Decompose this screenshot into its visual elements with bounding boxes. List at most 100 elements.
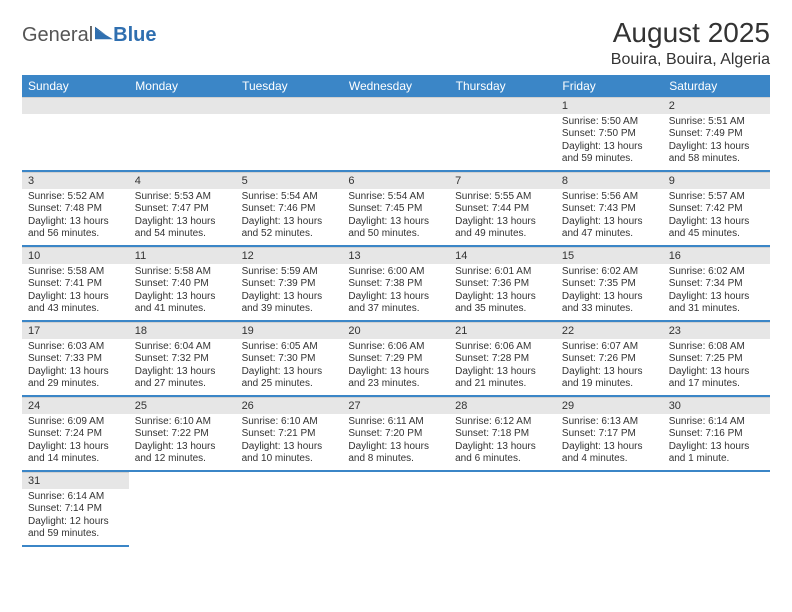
sunset-line: Sunset: 7:50 PM xyxy=(562,128,657,141)
day-details: Sunrise: 6:12 AMSunset: 7:18 PMDaylight:… xyxy=(449,414,556,470)
day-details: Sunrise: 6:01 AMSunset: 7:36 PMDaylight:… xyxy=(449,264,556,320)
day-cell: 7Sunrise: 5:55 AMSunset: 7:44 PMDaylight… xyxy=(449,171,556,246)
daylight-line: Daylight: 13 hours and 25 minutes. xyxy=(242,366,337,391)
sunrise-line: Sunrise: 6:03 AM xyxy=(28,341,123,354)
sunset-line: Sunset: 7:45 PM xyxy=(348,203,443,216)
day-number: 6 xyxy=(342,172,449,189)
day-number: 16 xyxy=(663,247,770,264)
sunset-line: Sunset: 7:30 PM xyxy=(242,353,337,366)
sunset-line: Sunset: 7:14 PM xyxy=(28,503,123,516)
daylight-line: Daylight: 13 hours and 27 minutes. xyxy=(135,366,230,391)
empty-cell xyxy=(129,471,236,546)
sunrise-line: Sunrise: 6:06 AM xyxy=(455,341,550,354)
day-details: Sunrise: 6:13 AMSunset: 7:17 PMDaylight:… xyxy=(556,414,663,470)
sunrise-line: Sunrise: 6:09 AM xyxy=(28,416,123,429)
sunset-line: Sunset: 7:17 PM xyxy=(562,428,657,441)
day-cell: 20Sunrise: 6:06 AMSunset: 7:29 PMDayligh… xyxy=(342,321,449,396)
sunset-line: Sunset: 7:28 PM xyxy=(455,353,550,366)
day-cell: 1Sunrise: 5:50 AMSunset: 7:50 PMDaylight… xyxy=(556,97,663,171)
day-details: Sunrise: 5:58 AMSunset: 7:41 PMDaylight:… xyxy=(22,264,129,320)
empty-cell xyxy=(236,471,343,546)
empty-cell xyxy=(342,97,449,171)
day-details: Sunrise: 5:50 AMSunset: 7:50 PMDaylight:… xyxy=(556,114,663,170)
sunrise-line: Sunrise: 6:00 AM xyxy=(348,266,443,279)
day-number: 21 xyxy=(449,322,556,339)
sunset-line: Sunset: 7:29 PM xyxy=(348,353,443,366)
sunset-line: Sunset: 7:20 PM xyxy=(348,428,443,441)
logo-text-1: General xyxy=(22,24,93,47)
sunrise-line: Sunrise: 6:05 AM xyxy=(242,341,337,354)
day-cell: 9Sunrise: 5:57 AMSunset: 7:42 PMDaylight… xyxy=(663,171,770,246)
day-details: Sunrise: 6:00 AMSunset: 7:38 PMDaylight:… xyxy=(342,264,449,320)
daylight-line: Daylight: 13 hours and 17 minutes. xyxy=(669,366,764,391)
sunset-line: Sunset: 7:44 PM xyxy=(455,203,550,216)
daylight-line: Daylight: 13 hours and 59 minutes. xyxy=(562,141,657,166)
day-cell: 17Sunrise: 6:03 AMSunset: 7:33 PMDayligh… xyxy=(22,321,129,396)
day-details: Sunrise: 6:02 AMSunset: 7:34 PMDaylight:… xyxy=(663,264,770,320)
sunrise-line: Sunrise: 5:58 AM xyxy=(135,266,230,279)
day-details: Sunrise: 6:11 AMSunset: 7:20 PMDaylight:… xyxy=(342,414,449,470)
day-number: 8 xyxy=(556,172,663,189)
day-number: 17 xyxy=(22,322,129,339)
day-number: 23 xyxy=(663,322,770,339)
day-number: 30 xyxy=(663,397,770,414)
day-number: 2 xyxy=(663,97,770,114)
day-details: Sunrise: 6:05 AMSunset: 7:30 PMDaylight:… xyxy=(236,339,343,395)
day-cell: 22Sunrise: 6:07 AMSunset: 7:26 PMDayligh… xyxy=(556,321,663,396)
day-cell: 16Sunrise: 6:02 AMSunset: 7:34 PMDayligh… xyxy=(663,246,770,321)
day-number xyxy=(129,97,236,114)
sunrise-line: Sunrise: 5:57 AM xyxy=(669,191,764,204)
daylight-line: Daylight: 13 hours and 35 minutes. xyxy=(455,291,550,316)
day-details: Sunrise: 6:04 AMSunset: 7:32 PMDaylight:… xyxy=(129,339,236,395)
daylight-line: Daylight: 13 hours and 47 minutes. xyxy=(562,216,657,241)
calendar-row: 3 Sunrise: 5:52 AMSunset: 7:48 PM Daylight… xyxy=(22,171,770,246)
daylight-line: Daylight: 12 hours and 59 minutes. xyxy=(28,516,123,541)
sunset-line: Sunset: 7:48 PM xyxy=(28,203,123,216)
calendar-row: 10Sunrise: 5:58 AMSunset: 7:41 PMDayligh… xyxy=(22,246,770,321)
day-number: 5 xyxy=(236,172,343,189)
sunrise-line: Sunrise: 5:50 AM xyxy=(562,116,657,129)
day-details: Sunrise: 6:06 AMSunset: 7:29 PMDaylight:… xyxy=(342,339,449,395)
sunrise-line: Sunrise: 5:52 AM xyxy=(28,191,123,204)
day-details: Sunrise: 6:08 AMSunset: 7:25 PMDaylight:… xyxy=(663,339,770,395)
weekday-header: Saturday xyxy=(663,75,770,97)
day-cell: 21Sunrise: 6:06 AMSunset: 7:28 PMDayligh… xyxy=(449,321,556,396)
day-number: 1 xyxy=(556,97,663,114)
day-cell: 11Sunrise: 5:58 AMSunset: 7:40 PMDayligh… xyxy=(129,246,236,321)
day-details: Sunrise: 6:14 AMSunset: 7:14 PMDaylight:… xyxy=(22,489,129,545)
day-cell: 18Sunrise: 6:04 AMSunset: 7:32 PMDayligh… xyxy=(129,321,236,396)
day-cell: 26Sunrise: 6:10 AMSunset: 7:21 PMDayligh… xyxy=(236,396,343,471)
day-number: 20 xyxy=(342,322,449,339)
sunrise-line: Sunrise: 5:59 AM xyxy=(242,266,337,279)
day-cell: 29Sunrise: 6:13 AMSunset: 7:17 PMDayligh… xyxy=(556,396,663,471)
day-details: Sunrise: 5:58 AMSunset: 7:40 PMDaylight:… xyxy=(129,264,236,320)
flag-icon xyxy=(95,26,113,40)
day-details: Sunrise: 5:57 AMSunset: 7:42 PMDaylight:… xyxy=(663,189,770,245)
sunrise-line: Sunrise: 6:14 AM xyxy=(669,416,764,429)
daylight-line: Daylight: 13 hours and 4 minutes. xyxy=(562,441,657,466)
day-details: Sunrise: 5:56 AMSunset: 7:43 PMDaylight:… xyxy=(556,189,663,245)
sunset-line: Sunset: 7:47 PM xyxy=(135,203,230,216)
sunset-line: Sunset: 7:38 PM xyxy=(348,278,443,291)
daylight-line: Daylight: 13 hours and 45 minutes. xyxy=(669,216,764,241)
empty-cell xyxy=(22,97,129,171)
logo-text-2: Blue xyxy=(113,24,156,47)
day-cell: 6Sunrise: 5:54 AMSunset: 7:45 PMDaylight… xyxy=(342,171,449,246)
daylight-line: Daylight: 13 hours and 50 minutes. xyxy=(348,216,443,241)
day-number: 9 xyxy=(663,172,770,189)
day-number: 3 xyxy=(22,172,129,189)
day-cell: 10Sunrise: 5:58 AMSunset: 7:41 PMDayligh… xyxy=(22,246,129,321)
day-cell: 2Sunrise: 5:51 AMSunset: 7:49 PMDaylight… xyxy=(663,97,770,171)
day-number: 14 xyxy=(449,247,556,264)
day-details: Sunrise: 6:10 AMSunset: 7:21 PMDaylight:… xyxy=(236,414,343,470)
daylight-line: Daylight: 13 hours and 23 minutes. xyxy=(348,366,443,391)
day-details: Sunrise: 6:06 AMSunset: 7:28 PMDaylight:… xyxy=(449,339,556,395)
sunset-line: Sunset: 7:33 PM xyxy=(28,353,123,366)
empty-cell xyxy=(663,471,770,546)
daylight-line: Daylight: 13 hours and 33 minutes. xyxy=(562,291,657,316)
day-cell: 31Sunrise: 6:14 AMSunset: 7:14 PMDayligh… xyxy=(22,471,129,546)
day-details: Sunrise: 5:59 AMSunset: 7:39 PMDaylight:… xyxy=(236,264,343,320)
day-number: 11 xyxy=(129,247,236,264)
sunset-line: Sunset: 7:26 PM xyxy=(562,353,657,366)
weekday-header: Monday xyxy=(129,75,236,97)
